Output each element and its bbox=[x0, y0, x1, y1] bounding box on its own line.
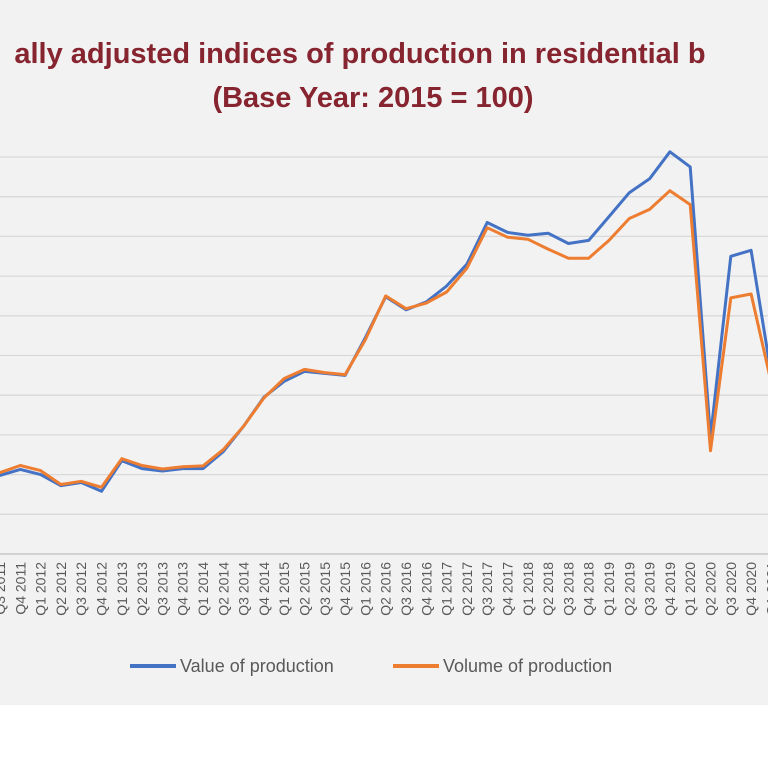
x-tick-label: Q2 2017 bbox=[459, 562, 475, 616]
x-tick-label: Q4 2016 bbox=[418, 562, 434, 616]
x-tick-label: Q3 2015 bbox=[317, 562, 333, 616]
legend-label: Value of production bbox=[180, 655, 334, 676]
legend-swatch bbox=[130, 664, 176, 668]
x-tick-label: Q1 2014 bbox=[195, 562, 211, 616]
x-tick-label: Q2 2019 bbox=[621, 562, 637, 616]
x-tick-label: Q4 2018 bbox=[581, 562, 597, 616]
line-plot: Q3 2011 Q4 2011 Q1 2012 Q2 2012 Q3 2012 Q4 20… bbox=[0, 150, 768, 616]
x-tick-label: Q4 2019 bbox=[662, 562, 678, 616]
x-tick-label: Q2 2016 bbox=[378, 562, 394, 616]
x-tick-label: Q1 2012 bbox=[33, 562, 49, 616]
x-tick-label: Q4 2020 bbox=[743, 562, 759, 616]
x-tick-label: Q2 2014 bbox=[215, 562, 231, 616]
chart-area: ally adjusted indices of production in r… bbox=[0, 0, 768, 705]
chart-title: ally adjusted indices of production in r… bbox=[0, 30, 768, 130]
x-tick-label: Q4 2015 bbox=[337, 562, 353, 616]
x-tick-label: Q1 2017 bbox=[439, 562, 455, 616]
x-tick-label: Q4 2012 bbox=[94, 562, 110, 616]
x-tick-label: Q1 2020 bbox=[682, 562, 698, 616]
x-tick-label: Q3 2012 bbox=[73, 562, 89, 616]
x-tick-label: Q4 2014 bbox=[256, 562, 272, 616]
x-tick-label: Q4 2017 bbox=[500, 562, 516, 616]
x-tick-label: Q4 2011 bbox=[12, 562, 28, 615]
x-tick-label: Q3 2019 bbox=[642, 562, 658, 616]
x-tick-label: Q2 2020 bbox=[703, 562, 719, 616]
x-tick-label: Q3 2014 bbox=[236, 562, 252, 616]
legend-item: Volume of production bbox=[393, 652, 612, 680]
x-tick-label: Q1 2015 bbox=[276, 562, 292, 616]
chart-title-line: ally adjusted indices of production in r… bbox=[14, 38, 706, 70]
x-tick-label: Q4 2013 bbox=[175, 562, 191, 616]
x-tick-label: Q3 2011 bbox=[0, 562, 8, 615]
x-tick-label: Q3 2013 bbox=[154, 562, 170, 616]
legend-label: Volume of production bbox=[443, 655, 613, 676]
x-tick-label: Q3 2018 bbox=[560, 562, 576, 616]
x-tick-label: Q1 2019 bbox=[601, 562, 617, 616]
legend: Value of production Volume of production bbox=[0, 652, 768, 680]
x-tick-label: Q1 2013 bbox=[114, 562, 130, 616]
x-tick-label: Q2 2015 bbox=[297, 562, 313, 616]
series-line-value-of-production bbox=[0, 150, 768, 493]
x-tick-label: Q1 2021 bbox=[763, 562, 768, 616]
x-tick-label: Q1 2016 bbox=[357, 562, 373, 616]
chart-subtitle: (Base Year: 2015 = 100) bbox=[212, 82, 534, 114]
x-tick-label: Q3 2020 bbox=[723, 562, 739, 616]
x-tick-label: Q2 2013 bbox=[134, 562, 150, 616]
x-tick-label: Q1 2018 bbox=[520, 562, 536, 616]
x-tick-label: Q3 2017 bbox=[479, 562, 495, 616]
series-line-volume-of-production bbox=[0, 189, 768, 489]
legend-item: Value of production bbox=[130, 652, 334, 680]
x-tick-label: Q2 2012 bbox=[53, 562, 69, 616]
x-tick-label: Q2 2018 bbox=[540, 562, 556, 616]
legend-swatch bbox=[393, 664, 439, 668]
x-tick-label: Q3 2016 bbox=[398, 562, 414, 616]
